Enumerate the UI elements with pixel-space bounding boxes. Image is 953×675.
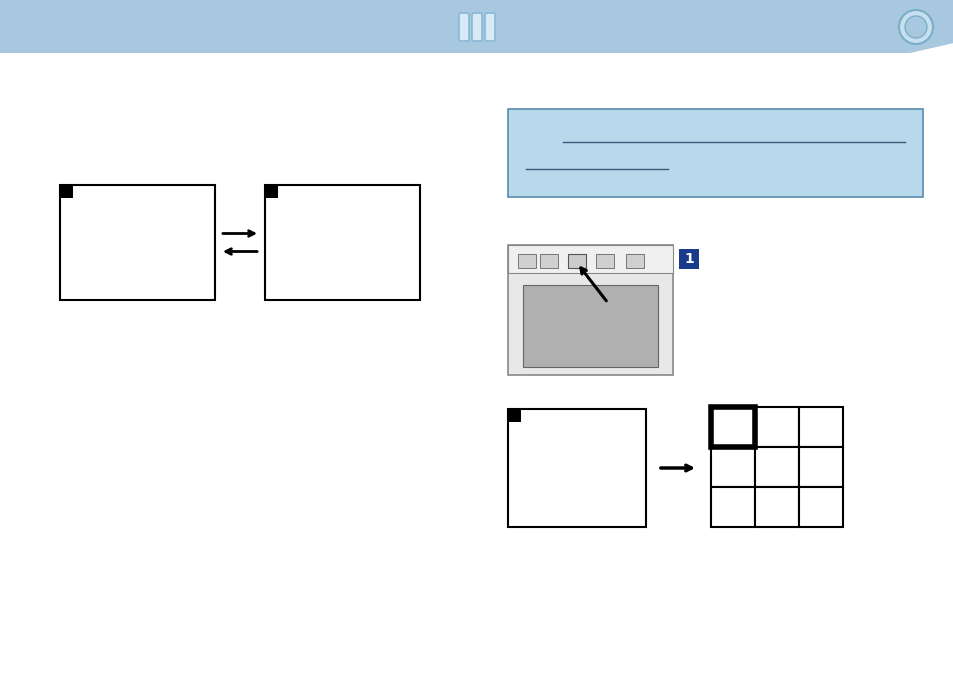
- Circle shape: [904, 16, 926, 38]
- Bar: [754, 447, 799, 487]
- Bar: [265, 185, 277, 198]
- Bar: [567, 254, 585, 268]
- Bar: [625, 254, 643, 268]
- Bar: [596, 254, 614, 268]
- Bar: [507, 409, 645, 527]
- Bar: [507, 409, 520, 422]
- Bar: [799, 407, 842, 447]
- FancyBboxPatch shape: [458, 13, 469, 41]
- Bar: [517, 254, 536, 268]
- Bar: [799, 487, 842, 527]
- Bar: [754, 487, 799, 527]
- Bar: [710, 487, 754, 527]
- Bar: [522, 285, 658, 367]
- FancyBboxPatch shape: [472, 13, 481, 41]
- Bar: [710, 407, 754, 447]
- Bar: [60, 185, 73, 198]
- Bar: [507, 245, 672, 375]
- Polygon shape: [0, 0, 953, 53]
- Bar: [265, 185, 419, 300]
- Circle shape: [898, 10, 932, 44]
- Bar: [710, 447, 754, 487]
- Bar: [567, 254, 585, 268]
- Bar: [799, 447, 842, 487]
- FancyBboxPatch shape: [484, 13, 495, 41]
- Bar: [507, 109, 923, 197]
- Text: 1: 1: [683, 252, 693, 266]
- Bar: [679, 249, 699, 269]
- Bar: [710, 407, 754, 447]
- Bar: [539, 254, 558, 268]
- Bar: [507, 245, 672, 273]
- Bar: [754, 407, 799, 447]
- Bar: [60, 185, 214, 300]
